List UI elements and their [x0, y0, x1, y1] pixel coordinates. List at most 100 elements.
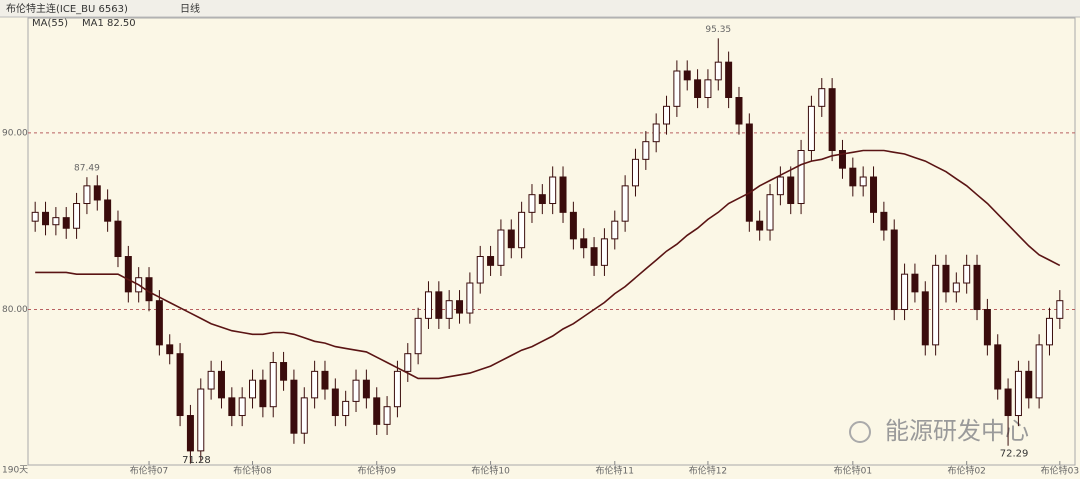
candle-body [1035, 344, 1043, 399]
period-select[interactable]: 日线 [180, 2, 200, 15]
plot-frame [27, 17, 1076, 466]
candle-body [456, 300, 464, 314]
candle-body [890, 229, 898, 311]
candle-body [497, 229, 505, 266]
candle-body [797, 150, 805, 205]
candle-body [994, 344, 1002, 390]
candle-body [42, 211, 50, 226]
candle-body [952, 282, 960, 293]
peak-label: 95.35 [705, 25, 731, 35]
candle-body [725, 61, 733, 99]
candle-body [921, 291, 929, 346]
ma-line [35, 149, 1061, 380]
candle-body [870, 176, 878, 213]
candle-body [404, 353, 412, 372]
header-bar [0, 0, 1080, 17]
candle-body [62, 217, 70, 229]
candle-body [756, 220, 764, 231]
x-tick-label: 布伦特08 [233, 465, 272, 477]
candle-body [549, 176, 557, 205]
candle-body [207, 370, 215, 390]
candle-body [155, 300, 163, 346]
candle-body [114, 220, 122, 258]
candle-body [383, 406, 391, 425]
ma-period[interactable]: MA(55) [32, 18, 68, 29]
candle-body [766, 194, 774, 231]
candle-body [611, 220, 619, 240]
candle-body [963, 264, 971, 284]
candle-body [249, 379, 257, 399]
candle-body [838, 150, 846, 169]
x-tick-label: 布伦特02 [947, 465, 985, 477]
candle-body [745, 123, 753, 222]
candle-body [331, 388, 339, 417]
candle-body [186, 415, 194, 452]
candle-body [166, 344, 174, 355]
candle-body [487, 256, 495, 266]
candle-body [787, 176, 795, 205]
candle-body [311, 370, 319, 399]
candle-body [1004, 388, 1012, 417]
candle-body [52, 217, 60, 226]
instrument-title: 布伦特主连(ICE_BU 6563) [6, 2, 128, 15]
trough-label: 72.29 [1000, 449, 1029, 460]
x-tick-label: 布伦特12 [689, 465, 727, 477]
candle-body [631, 158, 639, 187]
candle-body [300, 397, 308, 434]
candle-body [569, 211, 577, 240]
candle-body [424, 291, 432, 319]
x-tick-label: 布伦特09 [357, 465, 396, 477]
candle-body [859, 176, 867, 187]
candle-body [342, 400, 350, 417]
candle-body [197, 388, 205, 452]
candle-body [642, 141, 650, 160]
candle-body [352, 379, 360, 402]
candle-body [621, 185, 629, 222]
candle-body [280, 362, 288, 381]
candle-body [362, 379, 370, 399]
trough-label: 71.28 [182, 455, 211, 466]
candle-body [145, 277, 153, 302]
y-tick-label: 90.00 [2, 128, 28, 138]
candle-body [104, 199, 112, 222]
candle-body [942, 264, 950, 293]
candle-body [31, 211, 39, 222]
candle-body [73, 203, 81, 229]
candle-body [683, 70, 691, 81]
candle-body [580, 238, 588, 249]
candle-body [83, 185, 91, 205]
candle-body [1025, 370, 1033, 399]
x-tick-label: 布伦特03 [1041, 465, 1079, 477]
candle-body [932, 264, 940, 346]
candle-body [559, 176, 567, 213]
candle-body [714, 61, 722, 81]
candle-body [373, 397, 381, 425]
candle-body [590, 247, 598, 266]
candle-body [466, 282, 474, 314]
candle-body [217, 370, 225, 399]
x-tick-label: 布伦特07 [130, 465, 168, 477]
candle-body [435, 291, 443, 319]
candle-body [704, 79, 712, 99]
candle-body [901, 273, 909, 311]
candle-body [818, 88, 826, 107]
days-label: 190天 [2, 466, 28, 476]
candle-body [652, 123, 660, 143]
candle-body [983, 309, 991, 346]
candle-body [776, 176, 784, 196]
candle-body [507, 229, 515, 249]
y-tick-label: 80.00 [2, 305, 28, 315]
candle-body [663, 105, 671, 125]
candle-body [849, 167, 857, 187]
candle-body [1014, 370, 1022, 417]
ma-value: MA1 82.50 [82, 18, 136, 29]
x-tick-label: 布伦特10 [471, 465, 510, 477]
candle-body [600, 238, 608, 266]
candle-body [393, 370, 401, 408]
candle-body [321, 370, 329, 390]
candle-body [445, 300, 453, 319]
candle-body [694, 79, 702, 99]
candle-body [807, 105, 815, 152]
watermark-icon [849, 421, 871, 443]
candle-body [228, 397, 236, 417]
